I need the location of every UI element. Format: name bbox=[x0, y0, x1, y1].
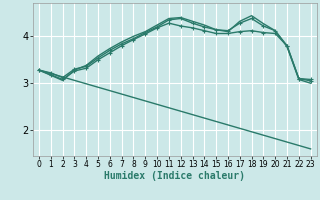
X-axis label: Humidex (Indice chaleur): Humidex (Indice chaleur) bbox=[104, 170, 245, 181]
